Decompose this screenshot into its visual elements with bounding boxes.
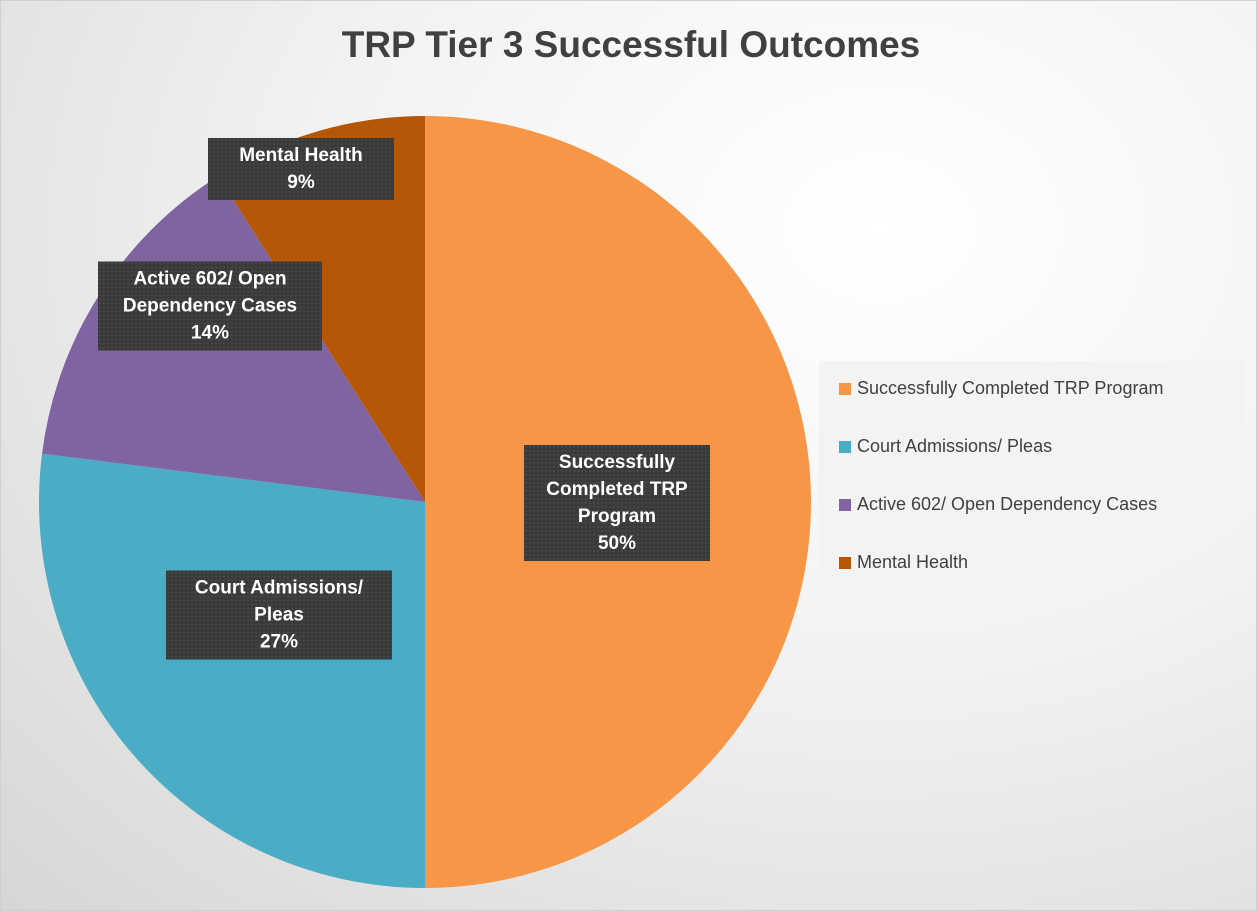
pie-slice: [38, 453, 425, 888]
data-label: Mental Health 9%: [208, 138, 394, 200]
legend-item: Successfully Completed TRP Program: [839, 378, 1163, 399]
legend-swatch: [839, 382, 851, 395]
legend-label: Active 602/ Open Dependency Cases: [857, 494, 1158, 514]
legend: Successfully Completed TRP Program Court …: [819, 361, 1244, 591]
legend-item: Mental Health: [839, 552, 968, 573]
data-label-value: 14%: [190, 322, 230, 344]
data-label-name: Active 602/ Open Dependency Cases: [122, 268, 298, 317]
data-label: Court Admissions/ Pleas 27%: [166, 570, 392, 660]
legend-swatch: [839, 498, 851, 511]
data-label-name: Successfully Completed TRP Program: [546, 452, 688, 527]
data-label-value: 9%: [287, 172, 315, 193]
legend-label: Mental Health: [857, 552, 969, 572]
legend-item: Court Admissions/ Pleas: [839, 436, 1052, 457]
legend-label: Court Admissions/ Pleas: [857, 436, 1053, 456]
chart-title: TRP Tier 3 Successful Outcomes: [342, 24, 921, 65]
legend-label: Successfully Completed TRP Program: [857, 378, 1164, 398]
legend-item: Active 602/ Open Dependency Cases: [839, 494, 1157, 515]
data-label-value: 50%: [597, 533, 637, 554]
data-label-name: Mental Health: [239, 145, 363, 166]
legend-swatch: [839, 440, 851, 453]
legend-swatch: [839, 556, 851, 569]
data-label: Successfully Completed TRP Program 50%: [524, 445, 710, 561]
data-label-name: Court Admissions/ Pleas: [194, 577, 364, 626]
data-label-value: 27%: [259, 631, 299, 653]
data-label: Active 602/ Open Dependency Cases 14%: [98, 261, 322, 351]
